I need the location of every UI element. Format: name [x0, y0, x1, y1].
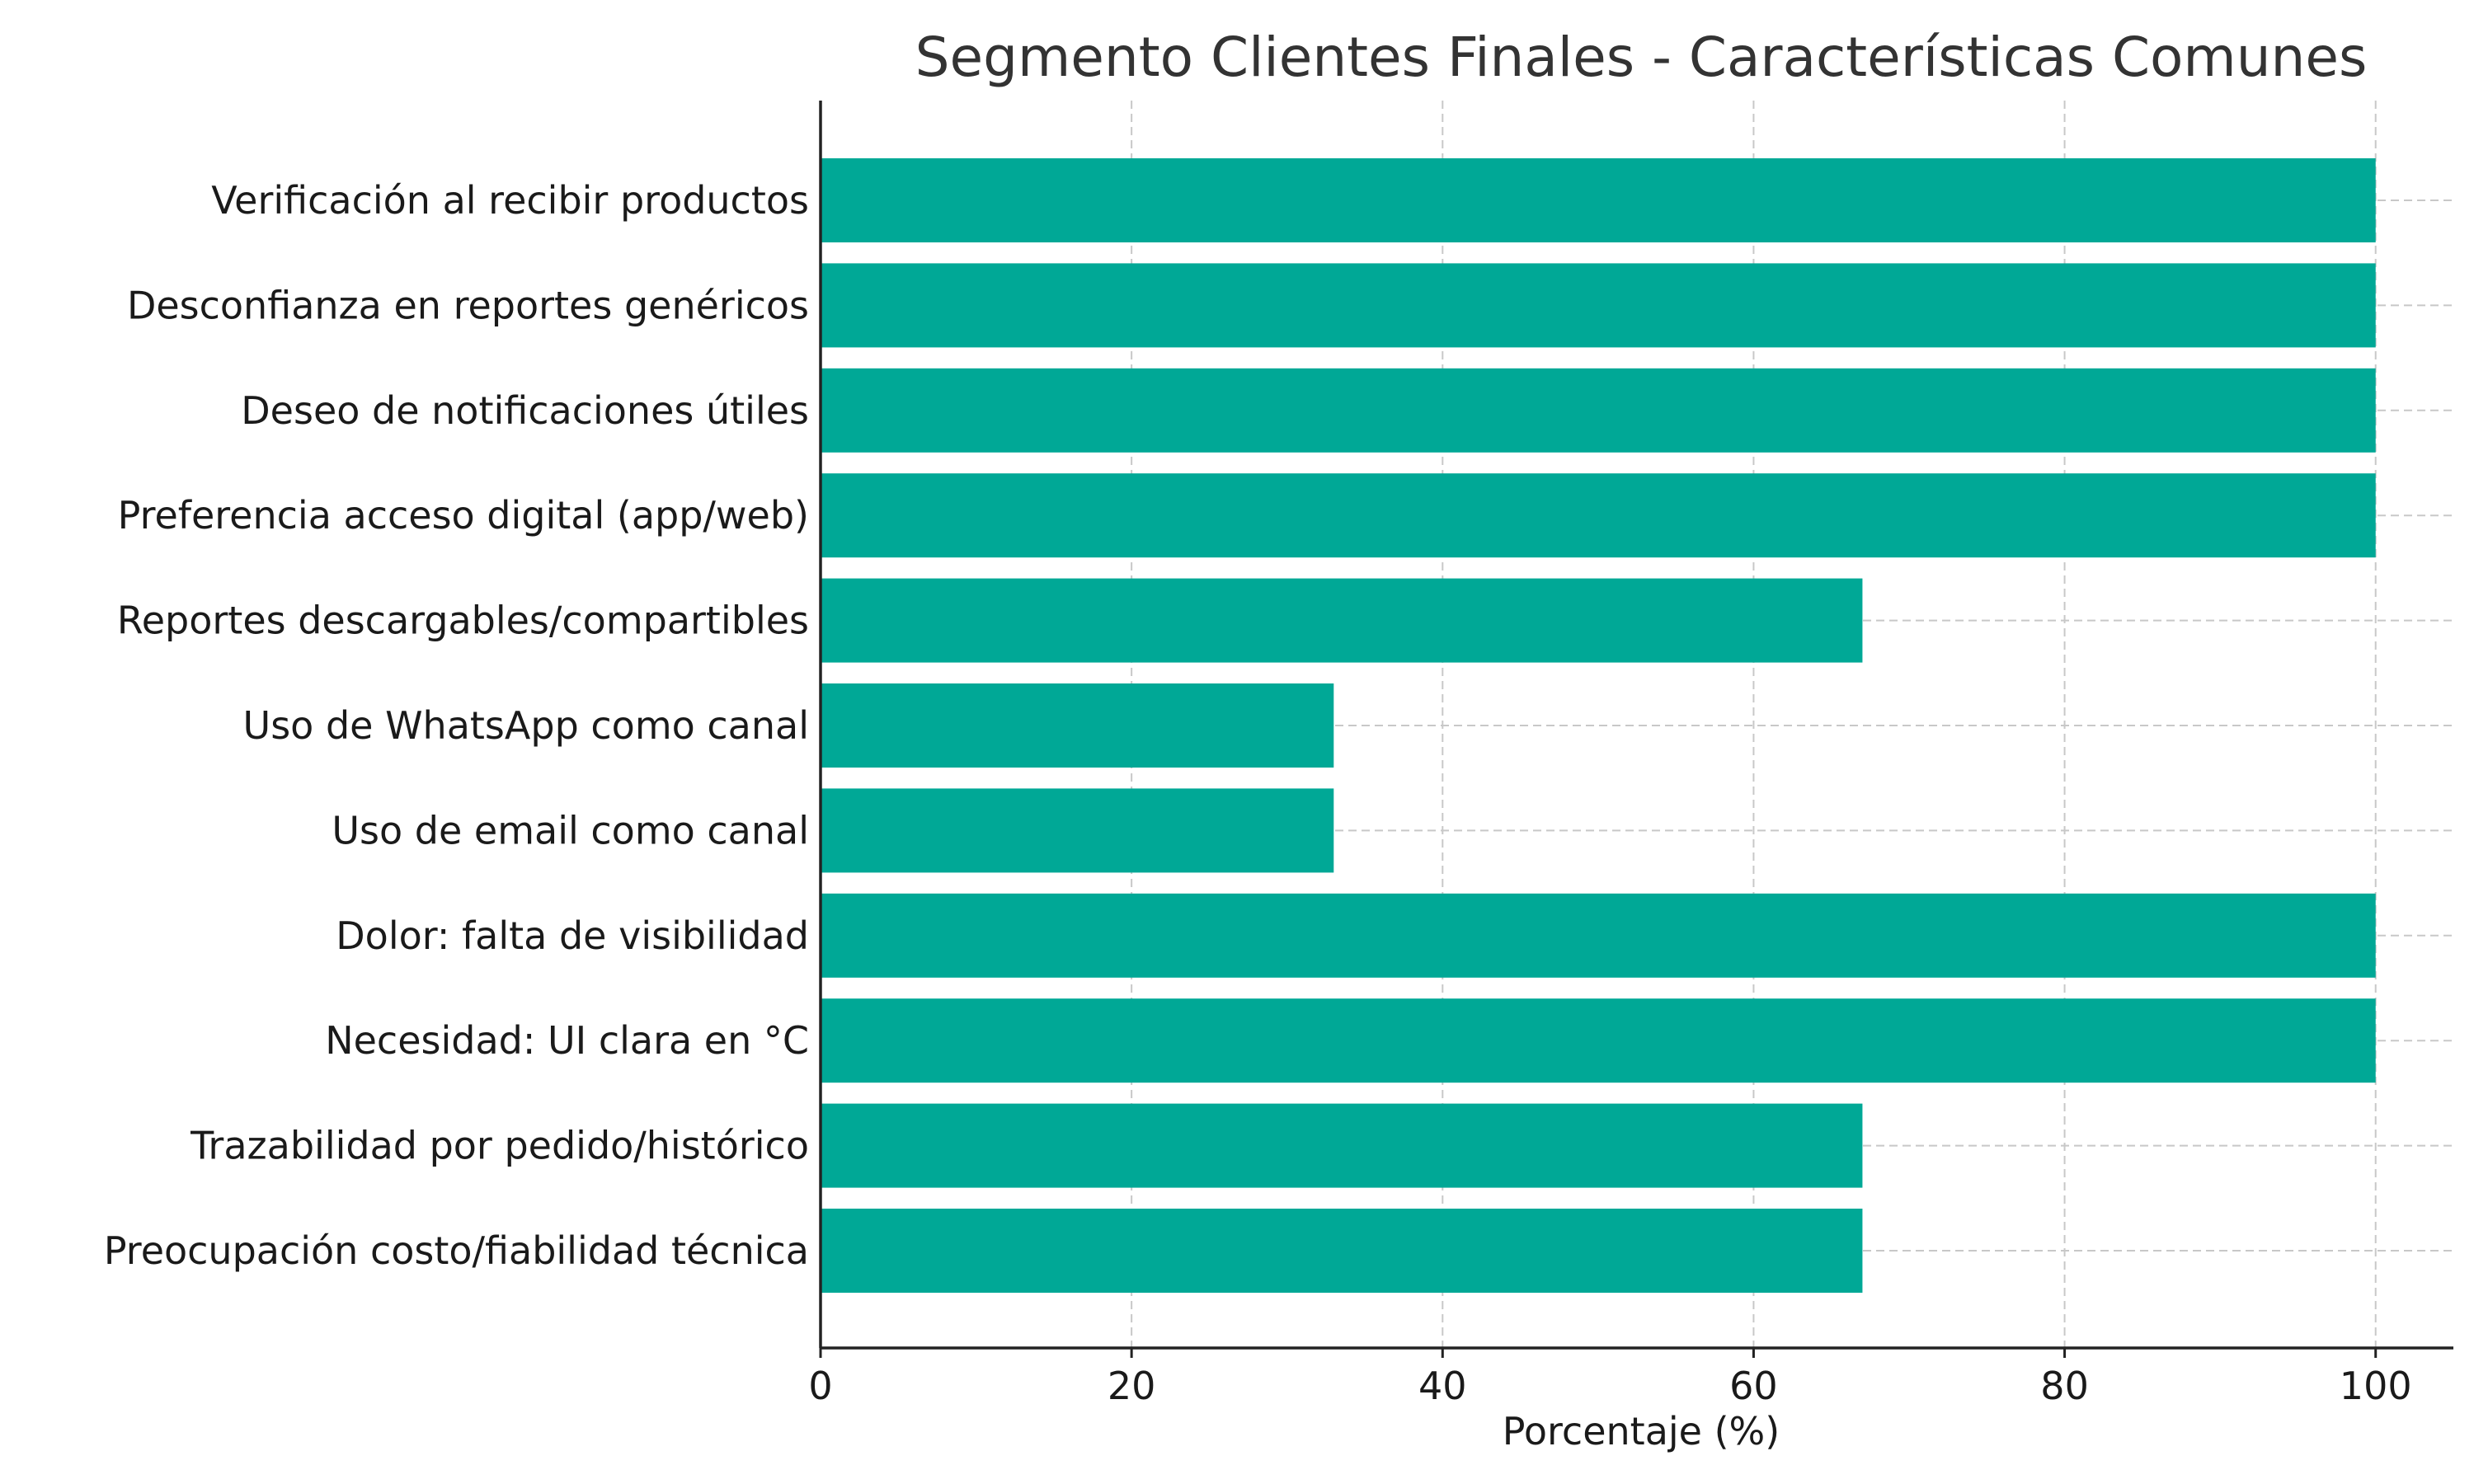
axes: [819, 101, 2453, 1350]
category-label-9: Trazabilidad por pedido/histórico: [190, 1124, 809, 1168]
category-label-7: Dolor: falta de visibilidad: [336, 913, 809, 958]
bar-8: [821, 998, 2376, 1083]
bars: [821, 158, 2376, 1293]
x-axis-label: Porcentaje (%): [1503, 1409, 1780, 1453]
bar-6: [821, 788, 1334, 873]
x-tick-label-3: 60: [1729, 1364, 1778, 1408]
category-label-3: Preferencia acceso digital (app/web): [118, 493, 809, 538]
category-label-10: Preocupación costo/fiabilidad técnica: [104, 1228, 809, 1273]
bar-3: [821, 473, 2376, 558]
category-label-4: Reportes descargables/compartibles: [117, 599, 809, 643]
chart-title: Segmento Clientes Finales - Característi…: [915, 26, 2368, 89]
category-label-2: Deseo de notificaciones útiles: [241, 388, 809, 433]
category-label-6: Uso de email como canal: [332, 808, 809, 852]
bar-2: [821, 368, 2376, 453]
bar-1: [821, 263, 2376, 348]
x-tick-label-0: 0: [808, 1364, 832, 1408]
bar-9: [821, 1103, 1863, 1188]
x-tick-label-1: 20: [1108, 1364, 1156, 1408]
bar-5: [821, 683, 1334, 768]
category-label-8: Necesidad: UI clara en °C: [325, 1018, 809, 1063]
category-label-0: Verificación al recibir productos: [211, 178, 809, 223]
x-tick-label-2: 40: [1418, 1364, 1467, 1408]
category-labels: Verificación al recibir productos Desconf…: [104, 178, 809, 1273]
bar-10: [821, 1209, 1863, 1293]
x-tick-label-5: 100: [2340, 1364, 2412, 1408]
bar-4: [821, 578, 1863, 663]
x-ticks: 0 20 40 60 80 100: [808, 1348, 2412, 1408]
bar-7: [821, 893, 2376, 978]
bar-0: [821, 158, 2376, 242]
x-tick-label-4: 80: [2040, 1364, 2089, 1408]
category-label-5: Uso de WhatsApp como canal: [243, 703, 809, 748]
category-label-1: Desconfianza en reportes genéricos: [127, 283, 809, 327]
